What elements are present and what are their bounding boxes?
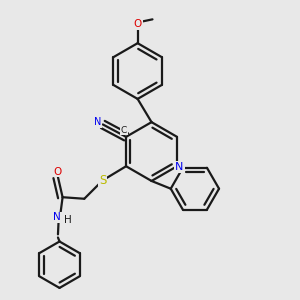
Text: O: O — [134, 19, 142, 29]
Text: N: N — [94, 117, 101, 127]
Text: N: N — [175, 162, 184, 172]
Text: C: C — [121, 125, 127, 134]
Text: O: O — [53, 167, 61, 176]
Text: H: H — [64, 215, 72, 225]
Text: S: S — [99, 174, 106, 187]
Text: N: N — [53, 212, 61, 222]
